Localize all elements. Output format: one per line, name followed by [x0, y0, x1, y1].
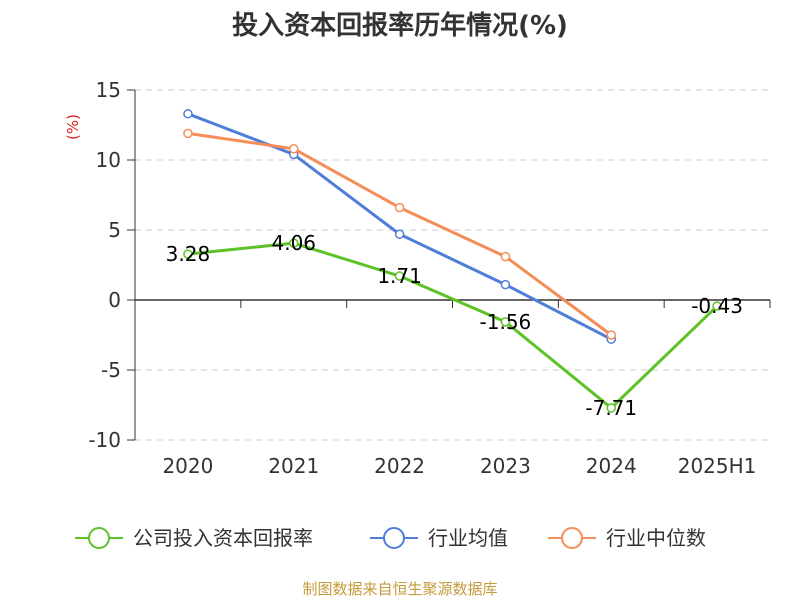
x-tick-label: 2023	[480, 454, 531, 478]
legend: 公司投入资本回报率 行业均值 行业中位数	[75, 526, 706, 550]
data-point	[500, 317, 511, 327]
data-label: 3.28	[166, 242, 211, 266]
y-tick-label: 10	[96, 148, 121, 172]
legend-marker-1	[383, 527, 405, 549]
axes: 15 10 5 0 -5 -10 2020 2021 2022 2023 2024 2025H1	[88, 78, 771, 478]
data-point	[606, 403, 616, 413]
x-tick-label: 2025H1	[678, 454, 757, 478]
y-tick-label: 5	[108, 218, 121, 242]
data-point	[394, 229, 405, 239]
data-point	[394, 271, 405, 281]
data-point	[289, 238, 299, 248]
data-labels: 3.28 4.06 1.71 -1.56 -7.71 -0.43	[166, 231, 743, 420]
legend-label-0: 公司投入资本回报率	[133, 526, 313, 550]
legend-label-1: 行业均值	[428, 526, 508, 550]
data-point	[606, 330, 616, 340]
source-note: 制图数据来自恒生聚源数据库	[302, 580, 497, 598]
chart-title: 投入资本回报率历年情况(%)	[232, 10, 568, 41]
data-point	[712, 301, 722, 311]
series-line-1	[187, 112, 612, 341]
data-point	[289, 144, 299, 154]
data-point	[500, 251, 511, 262]
series-layer	[183, 109, 722, 413]
legend-marker-0	[88, 527, 110, 549]
y-tick-label: 15	[96, 78, 121, 102]
data-point	[183, 109, 193, 119]
data-point	[500, 279, 511, 290]
x-tick-label: 2021	[268, 454, 319, 478]
x-tick-label: 2020	[162, 454, 213, 478]
x-tick-label: 2024	[586, 454, 637, 478]
series-line-0	[187, 241, 719, 410]
y-tick-label: -10	[88, 428, 121, 452]
data-point	[183, 249, 193, 259]
data-point	[394, 202, 405, 213]
y-tick-label: -5	[101, 358, 121, 382]
data-label: 4.06	[271, 231, 316, 255]
data-label: -7.71	[585, 396, 637, 420]
data-label: -1.56	[480, 310, 532, 334]
y-axis-label: (%)	[64, 114, 82, 140]
data-point	[183, 128, 193, 139]
legend-marker-2	[561, 527, 583, 549]
y-tick-label: 0	[108, 288, 121, 312]
data-label: -0.43	[691, 294, 743, 318]
legend-label-2: 行业中位数	[606, 526, 706, 550]
grid-lines	[135, 89, 770, 441]
data-label: 1.71	[377, 264, 422, 288]
x-tick-label: 2022	[374, 454, 425, 478]
